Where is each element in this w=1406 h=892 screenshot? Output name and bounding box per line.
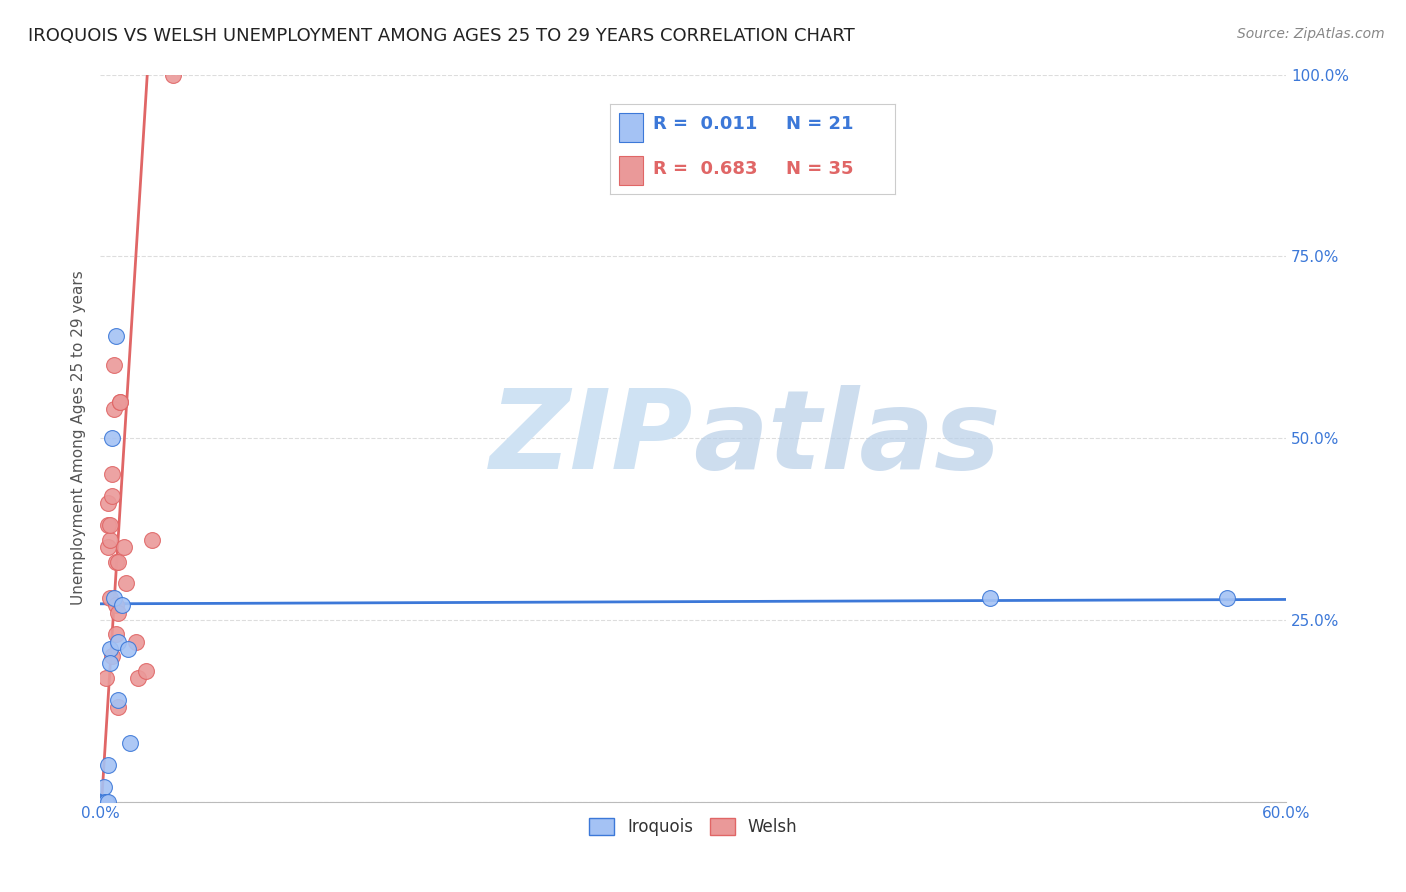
Point (94, 795, 117, 809)
Point (117, 641, 139, 656)
Point (1215, 591, 1237, 605)
Point (108, 394, 131, 409)
Text: IROQUOIS VS WELSH UNEMPLOYMENT AMONG AGES 25 TO 29 YEARS CORRELATION CHART: IROQUOIS VS WELSH UNEMPLOYMENT AMONG AGE… (28, 27, 855, 45)
Point (104, 599, 127, 613)
Point (162, 68, 184, 82)
Point (104, 555, 127, 569)
Point (97, 795, 120, 809)
Point (108, 394, 131, 409)
Point (107, 555, 129, 569)
Point (127, 671, 149, 685)
Point (91, 795, 114, 809)
Point (94, 795, 117, 809)
Point (97, 518, 120, 533)
Text: ZIP: ZIP (489, 384, 693, 491)
Point (101, 467, 124, 482)
Point (141, 533, 163, 547)
Text: Source: ZipAtlas.com: Source: ZipAtlas.com (1237, 27, 1385, 41)
Point (97, 758, 120, 772)
Point (103, 359, 125, 373)
Point (101, 489, 124, 503)
Point (94, 795, 117, 809)
Point (91, 795, 114, 809)
Point (118, 736, 141, 750)
Point (91, 795, 114, 809)
Point (103, 591, 125, 605)
Point (94, 795, 117, 809)
Point (98, 641, 121, 656)
Point (979, 591, 1001, 605)
Point (101, 649, 124, 664)
Legend: Iroquois, Welsh: Iroquois, Welsh (581, 809, 806, 844)
Point (98, 657, 121, 671)
Point (93, 795, 115, 809)
Point (107, 693, 129, 707)
Point (104, 329, 127, 343)
Point (125, 634, 148, 648)
Point (104, 627, 127, 641)
Point (107, 700, 129, 714)
Y-axis label: Unemployment Among Ages 25 to 29 years: Unemployment Among Ages 25 to 29 years (72, 270, 86, 606)
Point (97, 496, 120, 510)
Point (135, 664, 157, 678)
Point (107, 634, 129, 648)
Point (93, 780, 115, 794)
Point (93, 795, 115, 809)
Point (93, 795, 115, 809)
Point (93, 795, 115, 809)
Point (103, 401, 125, 416)
Point (112, 540, 135, 554)
Point (98, 533, 121, 547)
Point (91, 795, 114, 809)
Point (107, 606, 129, 620)
Point (91, 795, 114, 809)
Point (94, 795, 117, 809)
Point (114, 576, 136, 591)
Point (111, 599, 134, 613)
Point (98, 518, 121, 533)
Point (94, 671, 117, 685)
Text: atlas: atlas (693, 384, 1001, 491)
Point (101, 431, 124, 445)
Point (97, 540, 120, 554)
Point (98, 591, 121, 605)
